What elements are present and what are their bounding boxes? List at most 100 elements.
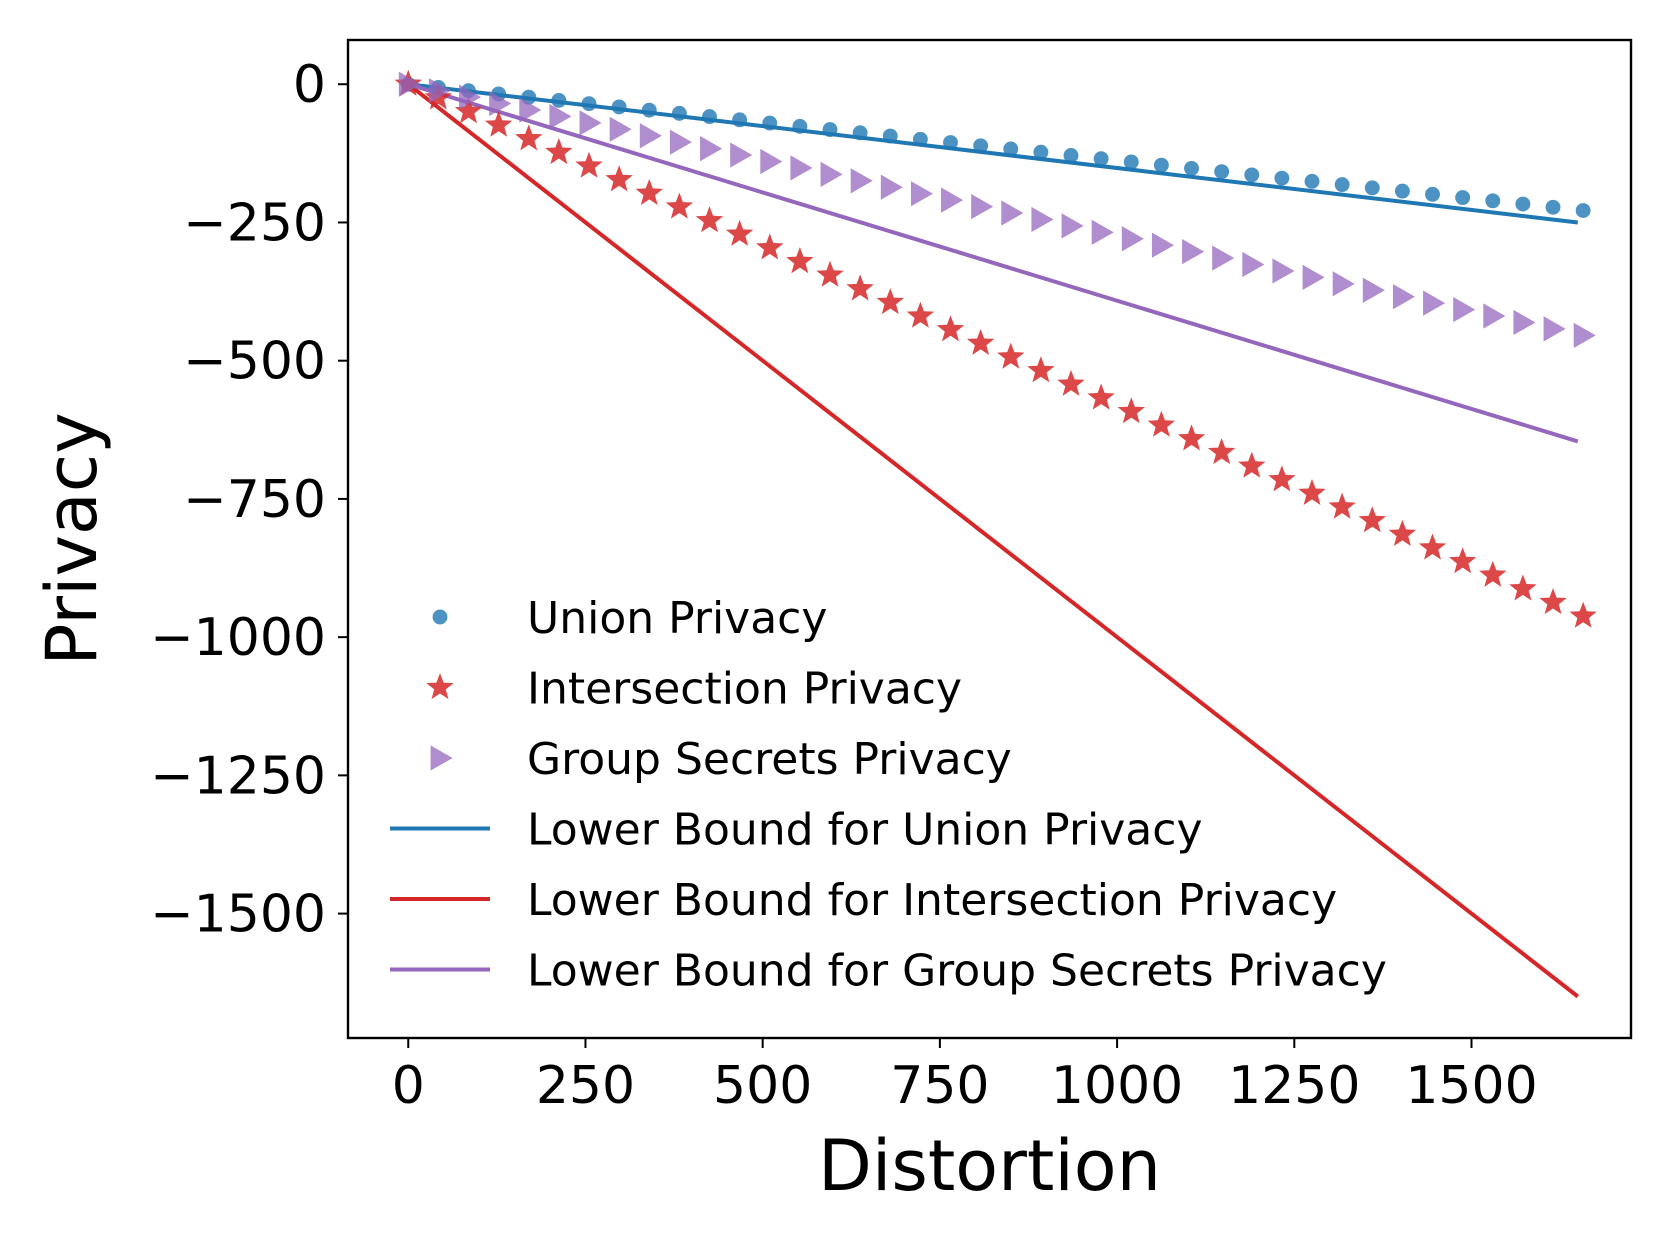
data-point <box>1302 264 1325 290</box>
data-point <box>850 168 873 194</box>
data-point <box>936 315 965 342</box>
data-point <box>428 78 451 104</box>
data-point <box>454 97 483 124</box>
legend-item: Intersection Privacy <box>426 664 962 715</box>
y-axis-label: Privacy <box>31 412 113 665</box>
x-tick-label: 1250 <box>1228 1056 1360 1116</box>
data-point <box>941 187 964 213</box>
data-point <box>1453 296 1476 323</box>
data-point <box>1272 258 1295 284</box>
data-point <box>669 129 692 155</box>
data-point <box>639 123 662 149</box>
legend-item: Group Secrets Privacy <box>430 734 1012 785</box>
data-point <box>489 90 512 117</box>
data-point <box>641 102 657 118</box>
data-point <box>1151 232 1174 258</box>
legend-marker <box>426 673 454 700</box>
data-point <box>1214 164 1230 180</box>
x-tick-label: 0 <box>392 1056 425 1116</box>
data-point <box>1423 290 1446 316</box>
data-point <box>1238 451 1266 478</box>
data-point <box>1001 200 1024 226</box>
data-point <box>1087 383 1115 410</box>
series-line <box>407 82 1580 999</box>
data-point <box>635 178 663 205</box>
y-tick-label: −250 <box>183 193 326 253</box>
data-point <box>1543 316 1566 342</box>
data-point <box>997 342 1025 369</box>
y-tick-label: −750 <box>183 470 326 530</box>
data-point <box>611 99 627 115</box>
data-point <box>1455 190 1471 206</box>
data-point <box>973 138 989 154</box>
data-point <box>1268 465 1296 492</box>
data-point <box>1449 547 1477 574</box>
x-tick-label: 1500 <box>1405 1056 1537 1116</box>
x-axis-label: Distortion <box>818 1125 1161 1207</box>
plot-area <box>394 69 1597 999</box>
data-point <box>943 135 958 150</box>
data-point <box>575 151 603 178</box>
data-point <box>551 92 567 108</box>
legend-item: Lower Bound for Group Secrets Privacy <box>390 946 1387 997</box>
data-point <box>1513 309 1536 336</box>
data-point <box>665 192 694 219</box>
data-point <box>971 193 994 220</box>
data-point <box>1033 144 1049 160</box>
data-point <box>1392 284 1415 310</box>
data-point <box>1091 219 1114 245</box>
y-tick-label: −1000 <box>150 608 326 668</box>
data-point <box>702 109 717 125</box>
data-point <box>912 131 928 147</box>
data-point <box>1031 206 1054 233</box>
legend-item: Lower Bound for Union Privacy <box>390 805 1203 856</box>
data-point <box>790 155 813 181</box>
data-point <box>545 138 573 165</box>
data-point <box>398 71 421 97</box>
legend-label: Lower Bound for Group Secrets Privacy <box>527 946 1387 997</box>
data-point <box>1425 186 1440 202</box>
data-point <box>1182 239 1205 265</box>
data-point <box>1539 588 1567 615</box>
data-point <box>1093 151 1109 167</box>
data-point <box>1003 141 1019 157</box>
data-point <box>1117 397 1145 424</box>
data-point <box>1147 410 1176 437</box>
legend-item: Union Privacy <box>432 593 827 644</box>
data-point <box>1358 506 1386 533</box>
data-point <box>1332 271 1355 297</box>
data-point <box>966 329 995 355</box>
data-point <box>1242 251 1265 278</box>
data-point <box>762 115 778 131</box>
data-point <box>1121 226 1144 252</box>
data-point <box>852 125 868 141</box>
x-tick-label: 1000 <box>1051 1056 1183 1116</box>
legend: Union Privacy Intersection Privacy Group S… <box>390 593 1387 997</box>
data-point <box>906 301 935 328</box>
data-point <box>1207 438 1236 465</box>
series-markers <box>394 69 1597 628</box>
data-point <box>1027 356 1055 383</box>
legend-marker <box>430 745 453 771</box>
data-point <box>725 219 754 246</box>
data-point <box>822 122 838 138</box>
data-point <box>1569 601 1597 628</box>
data-point <box>1418 533 1447 560</box>
data-point <box>910 181 933 207</box>
data-point <box>1334 177 1350 193</box>
data-point <box>1362 277 1385 303</box>
data-point <box>1483 303 1506 329</box>
data-point <box>1057 369 1085 396</box>
data-point <box>732 112 748 128</box>
data-point <box>846 274 874 301</box>
axes-frame <box>346 38 1633 1040</box>
data-point <box>1479 560 1507 587</box>
legend-label: Group Secrets Privacy <box>527 734 1012 785</box>
data-point <box>700 136 723 162</box>
data-point <box>792 118 808 134</box>
data-point <box>756 233 784 260</box>
x-axis: 0 250 500 750 1000 1250 1500 <box>392 1038 1538 1116</box>
y-tick-label: −1500 <box>150 885 326 945</box>
legend-label: Lower Bound for Union Privacy <box>527 805 1203 856</box>
